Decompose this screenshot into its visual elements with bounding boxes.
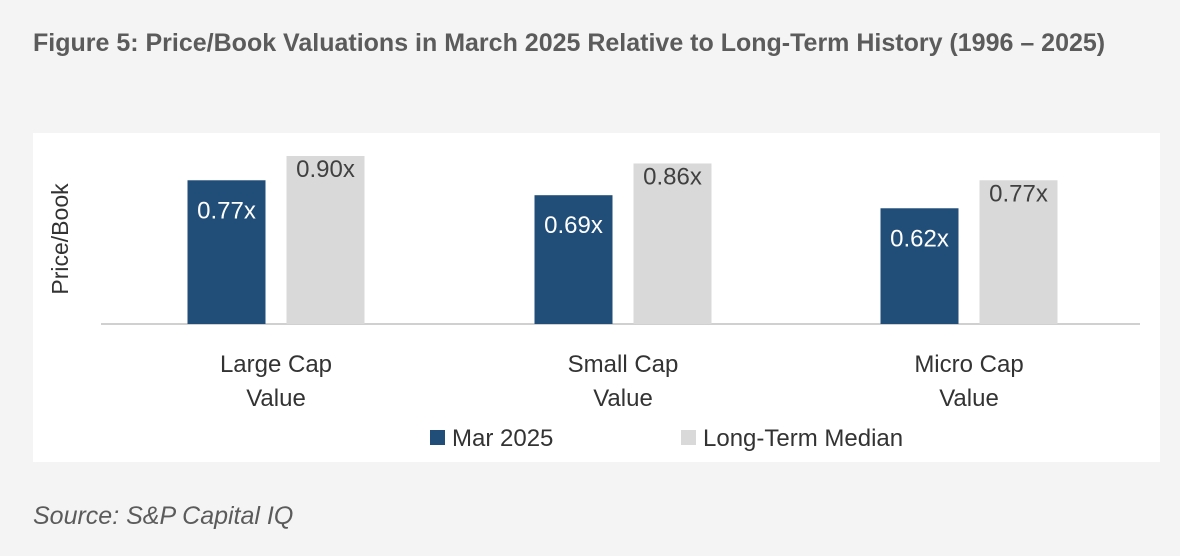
- bar-chart: Price/Book 0.77x0.90x0.69x0.86x0.62x0.77…: [47, 156, 1140, 452]
- legend-label-long-term-median: Long-Term Median: [703, 425, 903, 452]
- data-label-mar-2025-3: 0.62x: [890, 225, 949, 252]
- source-note: Source: S&P Capital IQ: [33, 502, 294, 530]
- category-label-2-line-1: Small Cap: [568, 351, 679, 378]
- bar-long-term-median-1: [286, 156, 365, 324]
- category-label-3-line-1: Micro Cap: [914, 351, 1023, 378]
- category-labels-layer: Large Cap Value Small Cap Value Micro Cap Val…: [220, 351, 1024, 412]
- data-label-long-term-median-2: 0.86x: [643, 163, 702, 190]
- bars-layer: [187, 156, 1058, 324]
- bar-mar-2025-3: [880, 208, 959, 324]
- category-label-3-line-2: Value: [939, 385, 999, 412]
- figure-title: Figure 5: Price/Book Valuations in March…: [33, 29, 1106, 57]
- legend: Mar 2025 Long-Term Median: [430, 425, 903, 452]
- category-label-2-line-2: Value: [593, 385, 653, 412]
- data-label-long-term-median-1: 0.90x: [296, 156, 355, 183]
- bar-mar-2025-1: [187, 180, 266, 324]
- y-axis-label: Price/Book: [47, 183, 73, 295]
- bar-long-term-median-3: [979, 180, 1058, 324]
- category-label-1-line-2: Value: [246, 385, 306, 412]
- data-label-long-term-median-3: 0.77x: [989, 180, 1048, 207]
- legend-swatch-mar-2025: [430, 430, 445, 445]
- bar-long-term-median-2: [633, 163, 712, 324]
- category-label-1-line-1: Large Cap: [220, 351, 332, 378]
- legend-swatch-long-term-median: [681, 430, 696, 445]
- bar-mar-2025-2: [534, 195, 613, 324]
- legend-label-mar-2025: Mar 2025: [452, 425, 553, 452]
- data-label-mar-2025-1: 0.77x: [197, 197, 256, 224]
- data-label-mar-2025-2: 0.69x: [544, 212, 603, 239]
- bar-labels-layer: 0.77x 0.90x 0.69x 0.86x 0.62x 0.77x: [197, 156, 1048, 252]
- chart-panel: Price/Book 0.77x 0.90x 0.69x 0.86x 0.62x 0.77…: [33, 133, 1160, 462]
